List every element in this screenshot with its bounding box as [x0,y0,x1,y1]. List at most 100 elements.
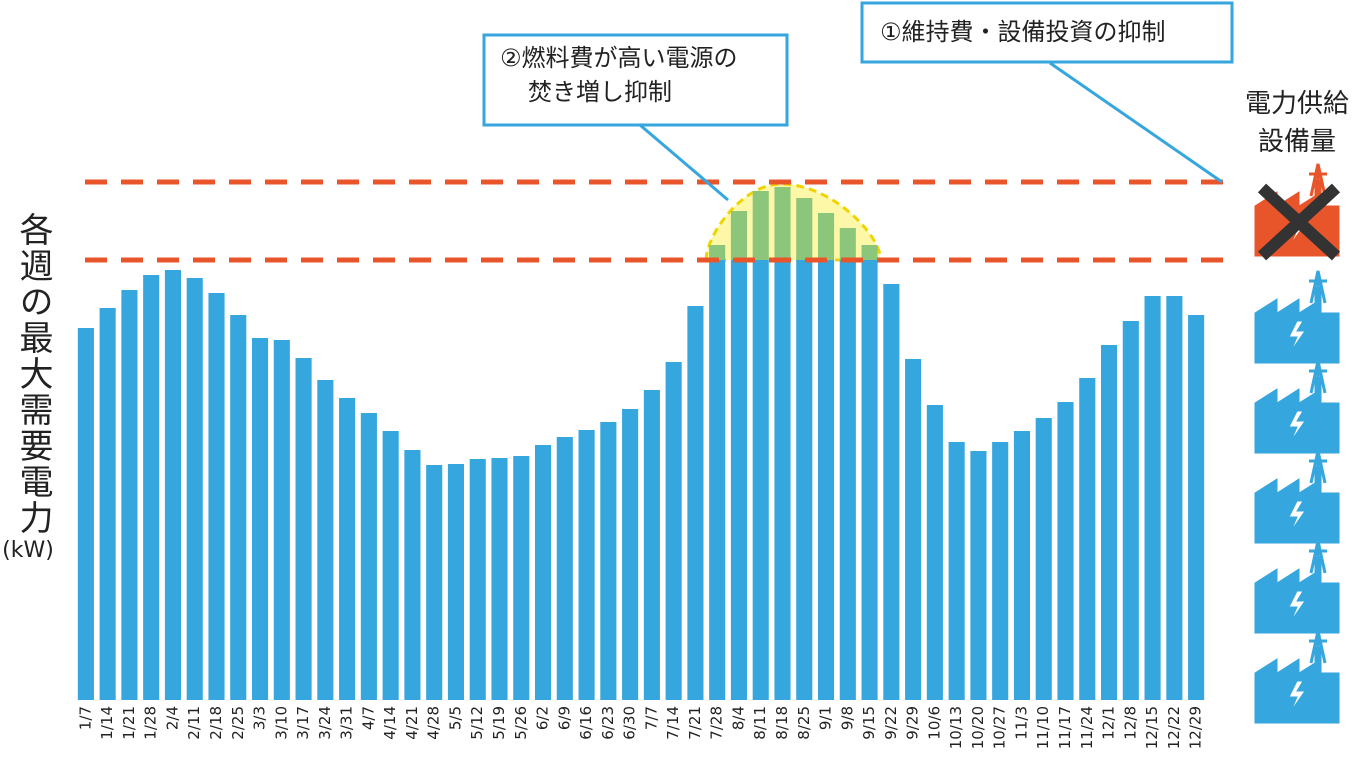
callout-line [639,123,729,202]
peak-bar [796,198,813,260]
x-tick-label: 11/3 [1012,706,1030,740]
bar [491,458,508,700]
peak-bar [752,191,769,260]
bar [317,380,334,700]
right-label: 設備量 [1258,127,1336,157]
bar [382,431,399,700]
x-tick-label: 3/10 [272,706,290,740]
x-tick-label: 12/29 [1187,706,1205,749]
bar [905,359,922,700]
x-tick-label: 10/20 [969,706,987,749]
x-tick-label: 4/7 [359,706,377,730]
factory-icons [1253,269,1341,725]
bar [121,290,138,700]
bar [730,260,748,700]
peak-bar [817,213,835,260]
bar [186,278,203,700]
x-tick-label: 8/18 [773,706,791,740]
y-axis-label: 各週の最大需要電力 [13,212,53,536]
x-tick-label: 12/1 [1100,706,1118,740]
bar [992,442,1009,700]
bar [948,442,965,700]
bar [752,260,769,700]
x-tick-label: 11/24 [1078,706,1096,749]
x-tick-label: 1/7 [76,706,94,730]
bar [709,260,726,700]
x-tick-label: 2/25 [229,706,247,740]
annotation: ①維持費・設備投資の抑制 [880,18,1166,46]
bar [1144,296,1161,700]
x-tick-label: 7/28 [708,706,726,740]
x-tick-label: 3/3 [251,706,269,730]
bar [883,284,900,700]
bar [99,308,116,700]
bar [273,340,290,700]
x-tick-label: 5/26 [512,706,530,740]
x-tick-label: 2/11 [185,706,203,740]
peak-bar [774,187,791,260]
x-tick-label: 9/8 [838,706,856,730]
peak-bar [839,228,856,260]
x-tick-label: 11/10 [1034,706,1052,749]
x-tick-label: 5/5 [446,706,464,730]
bar [1079,378,1096,700]
bar [143,275,160,700]
annotation-box [860,1,1234,64]
x-tick-label: 9/1 [817,706,835,730]
x-tick-label: 7/14 [664,706,682,740]
peak-bar [730,211,748,260]
x-tick-label: 2/18 [207,706,225,740]
bar [622,409,639,700]
x-tick-label: 8/25 [795,706,813,740]
x-tick-label: 1/21 [120,706,138,740]
x-tick-label: 2/4 [163,706,181,730]
x-tick-label: 6/9 [555,706,573,730]
x-tick-label: 8/4 [729,706,747,730]
x-tick-label: 11/17 [1056,706,1074,749]
x-tick-label: 3/17 [294,706,312,740]
x-tick-label: 4/28 [425,706,443,740]
bar [926,405,943,700]
bar [1013,431,1031,700]
peak-bar [709,245,726,260]
y-unit: (kW) [2,538,54,563]
x-tick-label: 1/28 [142,706,160,740]
bar [251,338,269,700]
bar [426,465,443,700]
bar [1035,418,1052,700]
x-tick-label: 12/15 [1143,706,1161,749]
annotation: 焚き増し抑制 [528,78,672,106]
bar [295,358,312,700]
bar [839,260,856,700]
x-tick-label: 5/19 [490,706,508,740]
x-tick-label: 10/6 [925,706,943,740]
x-tick-label: 4/21 [403,706,421,740]
x-tick-label: 7/21 [686,706,704,740]
bar [861,260,878,700]
right-label: 電力供給 [1245,89,1349,119]
bar [513,456,530,700]
callout-line [1049,61,1223,184]
bar [774,260,791,700]
x-tick-label: 8/11 [751,706,769,740]
x-tick-label: 3/24 [316,706,334,740]
x-tick-label: 9/29 [904,706,922,740]
x-tick-label: 5/12 [468,706,486,740]
bar [600,422,617,700]
x-tick-label: 9/22 [882,706,900,740]
bar [164,270,182,700]
bar [578,430,595,700]
x-tick-label: 1/14 [98,706,116,740]
bar [970,451,987,700]
bar [339,398,356,700]
cross [1257,183,1341,261]
x-tick-label: 6/30 [621,706,639,740]
bar [208,293,225,700]
x-tick-label: 12/22 [1165,706,1183,749]
x-tick-label: 3/31 [338,706,356,740]
bar [665,362,682,700]
bar [447,464,465,700]
bar [1057,402,1074,700]
bar [1188,315,1205,700]
